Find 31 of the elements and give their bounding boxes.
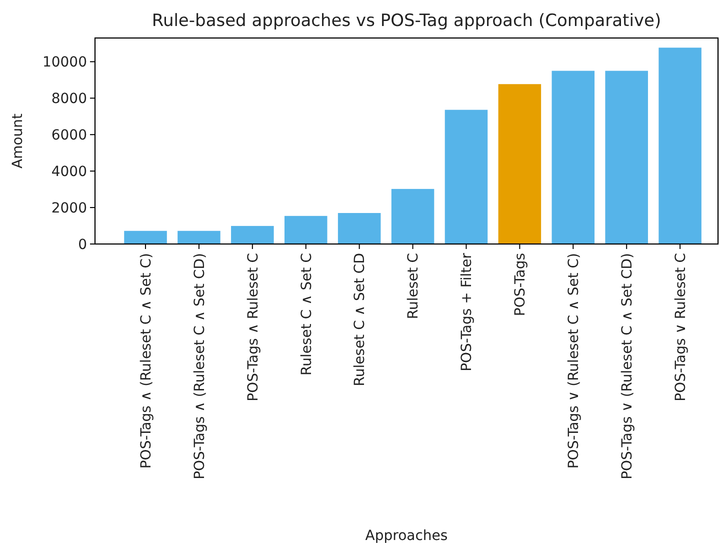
x-tick-label: POS-Tags + Filter <box>459 252 476 372</box>
bar <box>231 226 274 244</box>
x-tick-label: POS-Tags ∨ (Ruleset C ∧ Set CD) <box>619 253 636 480</box>
bar <box>391 188 434 244</box>
bar <box>658 48 702 244</box>
bar <box>338 213 381 244</box>
x-tick-label: POS-Tags ∧ Ruleset C <box>245 252 262 402</box>
bar <box>124 230 167 244</box>
y-axis-title: Amount <box>10 112 26 169</box>
bar <box>178 230 220 244</box>
x-tick-label: Ruleset C ∧ Set CD <box>352 253 368 386</box>
bar <box>444 110 488 244</box>
chart-title: Rule-based approaches vs POS-Tag approach (Comparative) <box>152 11 662 31</box>
y-tick-label: 6000 <box>51 128 87 144</box>
y-tick-label: 10000 <box>42 54 87 71</box>
bar <box>605 70 648 244</box>
x-tick-label: POS-Tags ∧ (Ruleset C ∧ Set CD) <box>192 253 208 480</box>
x-tick-label: POS-Tags ∧ (Ruleset C ∧ Set C) <box>138 253 154 469</box>
x-tick-label: Ruleset C ∧ Set C <box>298 252 315 376</box>
bar <box>284 216 328 244</box>
y-tick-label: 8000 <box>51 91 87 108</box>
y-tick-label: 4000 <box>51 164 87 180</box>
bar <box>552 70 595 244</box>
y-tick-label: 2000 <box>51 200 87 216</box>
bar <box>498 84 542 244</box>
x-axis-title: Approaches <box>365 528 448 543</box>
x-tick-label: Ruleset C <box>406 252 422 320</box>
x-tick-label: POS-Tags ∨ (Ruleset C ∧ Set C) <box>566 253 582 469</box>
x-tick-label: POS-Tags ∨ Ruleset C <box>672 252 689 402</box>
x-tick-label: POS-Tags <box>512 253 529 316</box>
y-tick-label: 0 <box>78 236 87 253</box>
